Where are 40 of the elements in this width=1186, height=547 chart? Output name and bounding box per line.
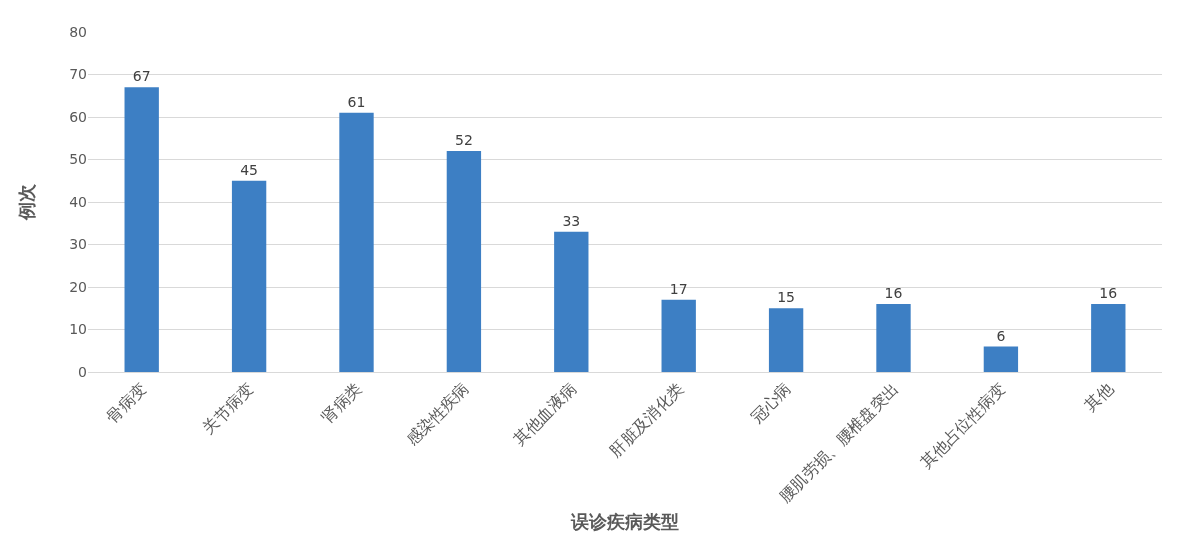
data-label: 16 — [884, 285, 903, 301]
data-label: 16 — [1099, 285, 1118, 301]
y-tick-label: 10 — [69, 321, 87, 338]
bar — [231, 180, 267, 372]
bar — [983, 346, 1019, 372]
y-tick-label: 80 — [69, 23, 87, 40]
y-axis-title: 例次 — [16, 183, 38, 221]
y-tick-label: 0 — [78, 363, 87, 380]
bar — [124, 87, 159, 372]
bar — [446, 151, 482, 372]
data-label: 61 — [347, 93, 366, 110]
x-tick-label: 感染性疾病 — [402, 379, 473, 450]
x-tick-label: 肝脏及消化类 — [605, 379, 688, 461]
x-tick-label: 冠心病 — [747, 379, 795, 427]
bar — [768, 308, 804, 372]
x-tick-label: 其他 — [1080, 379, 1117, 416]
x-tick-label: 骨病变 — [102, 379, 151, 427]
data-label: 33 — [562, 212, 581, 229]
y-tick-label: 50 — [69, 151, 87, 168]
x-tick-label: 其他占位性病变 — [916, 379, 1010, 472]
data-label: 52 — [454, 132, 473, 148]
bar — [339, 112, 374, 372]
data-label: 6 — [996, 327, 1006, 344]
y-tick-label: 20 — [69, 278, 87, 295]
x-axis-title: 误诊疾病类型 — [570, 510, 679, 532]
data-label: 15 — [777, 289, 796, 306]
bar — [661, 299, 696, 372]
data-label: 67 — [132, 68, 151, 85]
data-label: 17 — [669, 280, 688, 297]
y-tick-label: 40 — [69, 193, 87, 210]
y-tick-label: 30 — [69, 236, 87, 253]
y-tick-label: 60 — [69, 108, 87, 125]
bar — [554, 231, 589, 372]
x-tick-label: 肾病类 — [317, 379, 365, 427]
y-tick-label: 70 — [69, 66, 87, 83]
x-tick-label: 其他血液病 — [509, 379, 580, 450]
data-label: 45 — [240, 161, 259, 178]
bar — [876, 304, 911, 372]
bar — [1091, 304, 1126, 372]
x-tick-label: 关节病变 — [198, 379, 258, 438]
